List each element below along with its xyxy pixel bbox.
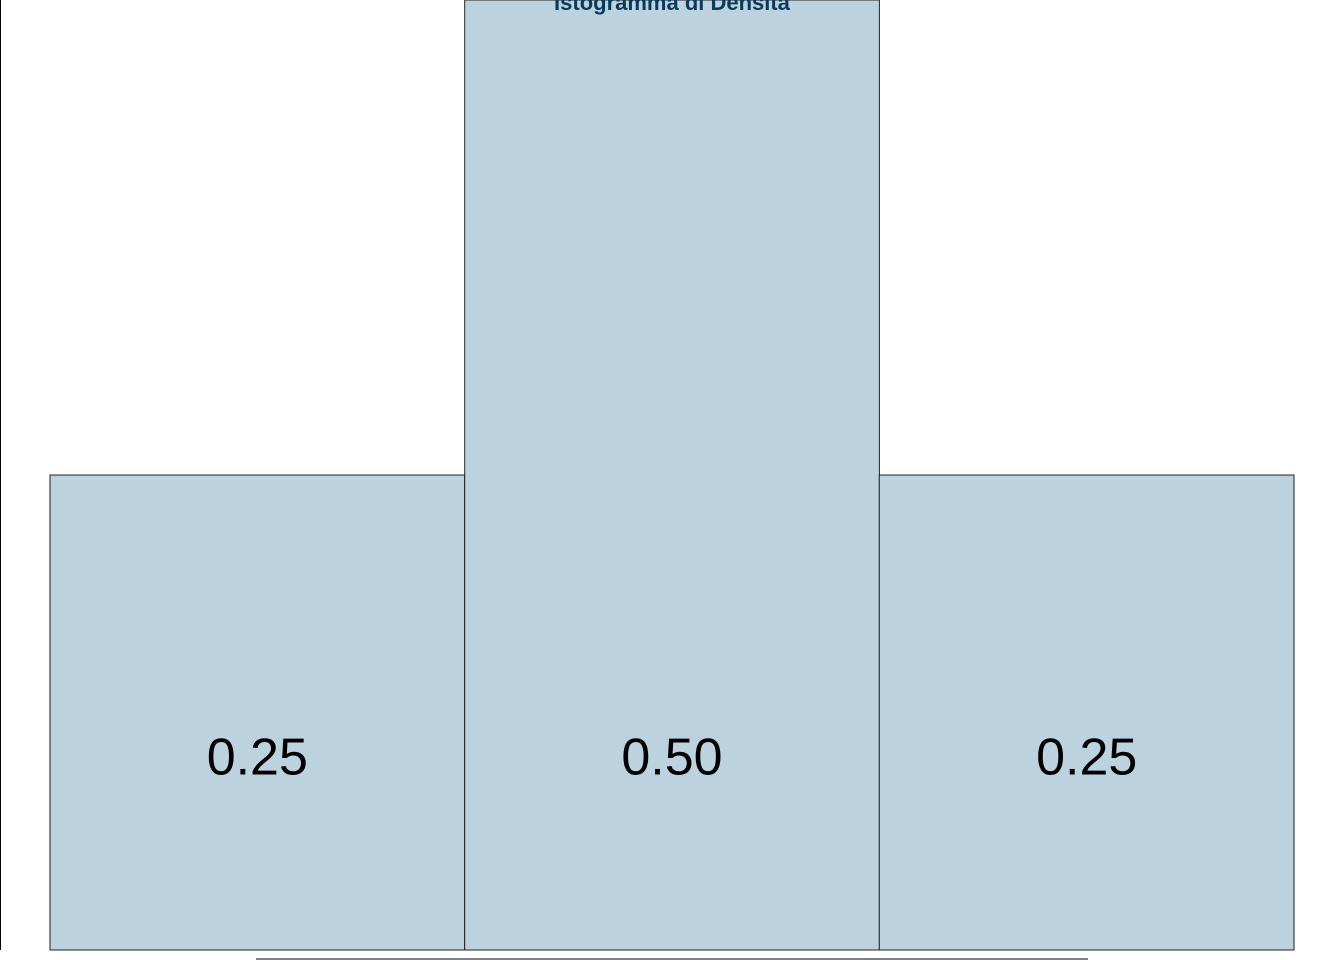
labels-group: 0.25 0.50 0.25 [207, 729, 1138, 787]
bars-group [49, 0, 1295, 951]
bar-value-label-2: 0.50 [621, 729, 722, 787]
chart-title: Istogramma di Densità [554, 0, 791, 15]
histogram-bar-2 [464, 0, 880, 951]
histogram-bar-1 [49, 474, 466, 951]
bar-value-label-1: 0.25 [207, 729, 308, 787]
histogram-bar-3 [878, 474, 1295, 951]
bar-value-label-3: 0.25 [1036, 729, 1137, 787]
